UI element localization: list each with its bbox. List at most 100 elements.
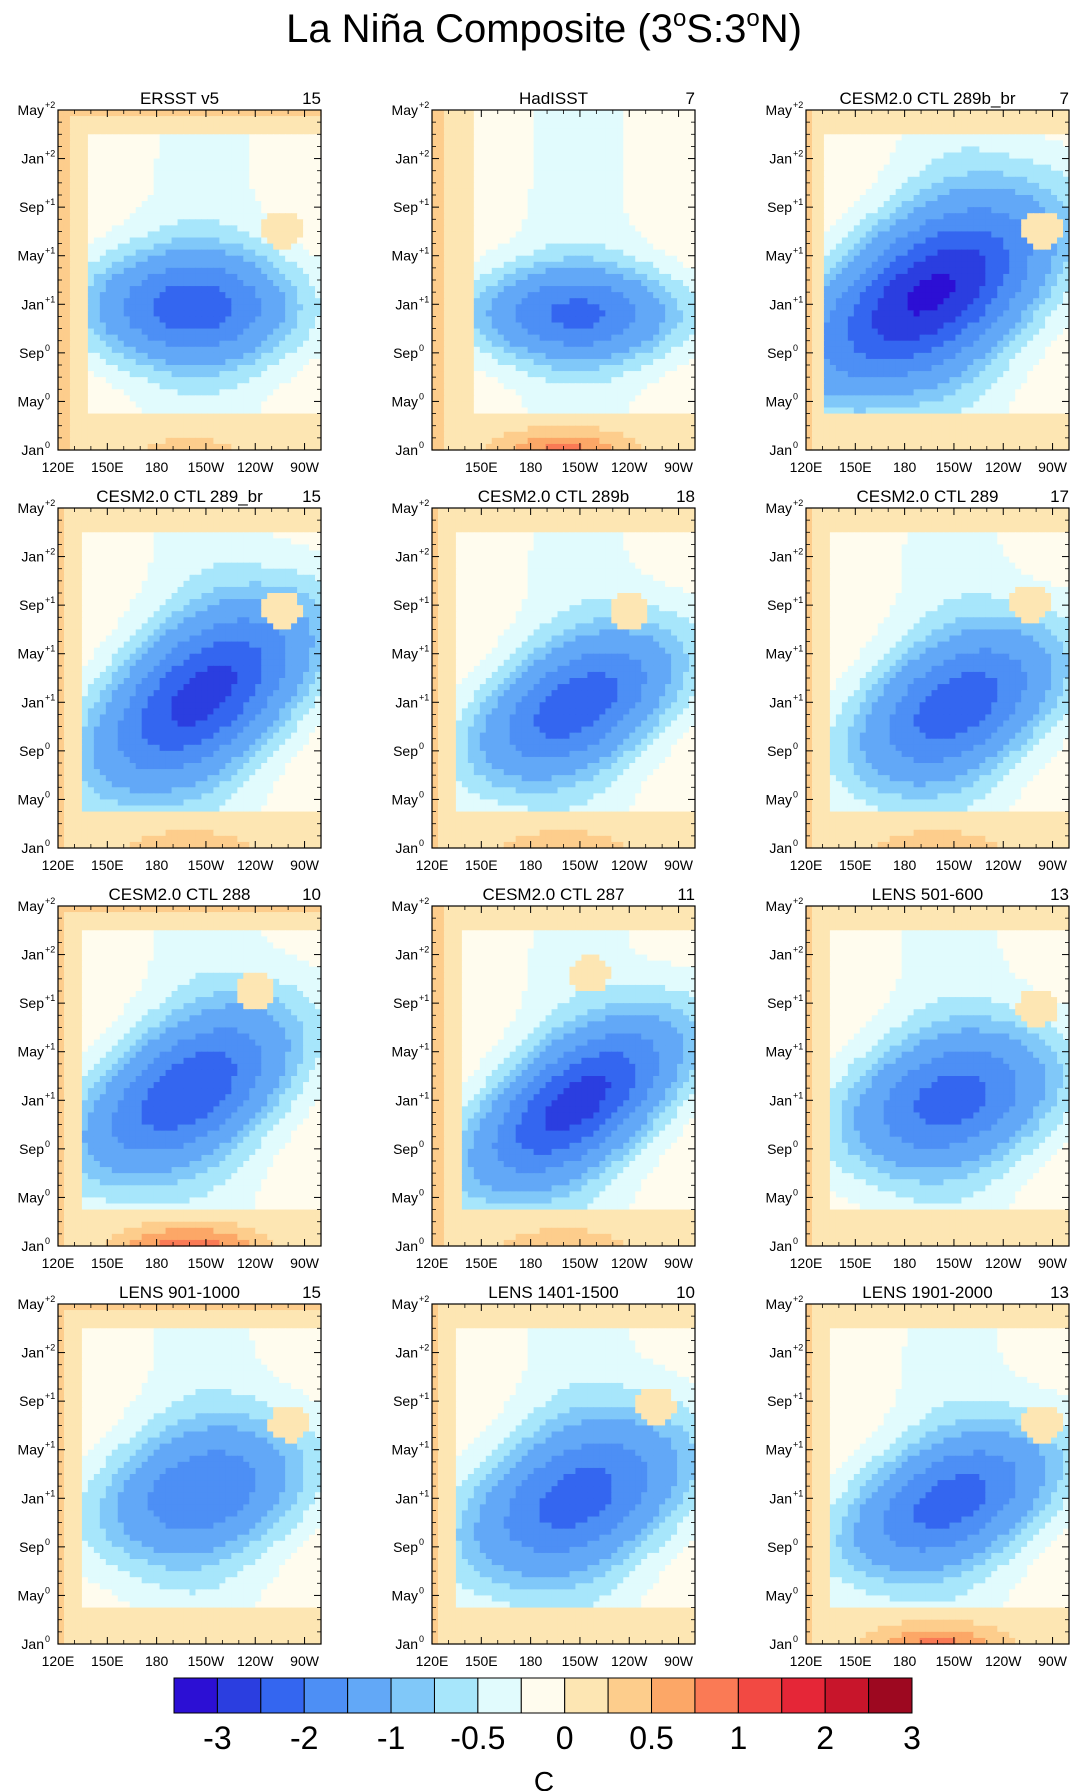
field-cell [231, 438, 238, 445]
field-cell [213, 371, 220, 378]
field-cell [486, 316, 493, 323]
field-cell [207, 408, 214, 415]
field-cell [444, 365, 451, 372]
field-cell [552, 323, 559, 330]
field-cell [516, 128, 523, 135]
field-cell [130, 274, 137, 281]
field-cell [243, 110, 250, 117]
field-cell [136, 195, 143, 202]
field-cell [201, 189, 208, 196]
field-cell [285, 207, 292, 214]
field-cell [82, 304, 89, 311]
field-cell [671, 395, 678, 402]
field-cell [154, 359, 161, 366]
field-cell [285, 335, 292, 342]
field-cell [498, 389, 505, 396]
field-cell [261, 395, 268, 402]
field-cell [498, 286, 505, 293]
field-cell [249, 201, 256, 208]
field-cell [480, 347, 487, 354]
field-cell [432, 116, 439, 123]
field-cell [100, 371, 107, 378]
field-cell [611, 359, 618, 366]
field-cell [219, 213, 226, 220]
field-cell [462, 189, 469, 196]
field-cell [623, 189, 630, 196]
field-cell [647, 304, 654, 311]
field-cell [154, 140, 161, 147]
field-cell [605, 335, 612, 342]
field-cell [94, 189, 101, 196]
field-cell [255, 389, 262, 396]
field-cell [492, 244, 499, 251]
field-cell [160, 298, 167, 305]
field-cell [219, 310, 226, 317]
field-cell [522, 177, 529, 184]
field-cell [623, 256, 630, 263]
field-cell [178, 171, 185, 178]
field-cell [617, 244, 624, 251]
field-cell [136, 122, 143, 129]
field-cell [225, 159, 232, 166]
field-cell [237, 153, 244, 160]
field-cell [546, 128, 553, 135]
field-cell [172, 250, 179, 257]
field-cell [148, 153, 155, 160]
field-cell [255, 426, 262, 433]
field-cell [112, 110, 119, 117]
field-cell [522, 365, 529, 372]
field-cell [261, 341, 268, 348]
field-cell [552, 110, 559, 117]
field-cell [605, 298, 612, 305]
field-cell [480, 438, 487, 445]
field-cell [629, 401, 636, 408]
field-cell [148, 274, 155, 281]
field-cell [112, 171, 119, 178]
field-cell [88, 371, 95, 378]
field-cell [255, 310, 262, 317]
field-cell [130, 304, 137, 311]
field-cell [534, 389, 541, 396]
field-cell [564, 414, 571, 421]
field-cell [611, 165, 618, 172]
field-cell [309, 335, 316, 342]
field-cell [225, 329, 232, 336]
field-cell [569, 153, 576, 160]
field-cell [219, 347, 226, 354]
field-cell [309, 134, 316, 141]
field-cell [599, 238, 606, 245]
field-cell [540, 110, 547, 117]
field-cell [438, 383, 445, 390]
field-cell [70, 365, 77, 372]
field-cell [498, 280, 505, 287]
field-cell [659, 140, 666, 147]
field-cell [201, 128, 208, 135]
field-cell [462, 268, 469, 275]
field-cell [623, 268, 630, 275]
field-cell [480, 238, 487, 245]
field-cell [148, 365, 155, 372]
field-cell [100, 262, 107, 269]
field-cell [255, 231, 262, 238]
field-cell [70, 110, 77, 117]
field-cell [534, 292, 541, 299]
field-cell [112, 238, 119, 245]
field-cell [480, 153, 487, 160]
field-cell [76, 365, 83, 372]
field-cell [267, 280, 274, 287]
field-cell [130, 165, 137, 172]
field-cell [243, 335, 250, 342]
field-cell [498, 353, 505, 360]
field-cell [611, 298, 618, 305]
field-cell [558, 201, 565, 208]
field-cell [291, 219, 298, 226]
field-cell [528, 274, 535, 281]
field-cell [219, 395, 226, 402]
field-cell [82, 359, 89, 366]
field-cell [291, 110, 298, 117]
field-cell [629, 304, 636, 311]
field-cell [438, 128, 445, 135]
field-cell [677, 256, 684, 263]
field-cell [142, 383, 149, 390]
field-cell [504, 134, 511, 141]
